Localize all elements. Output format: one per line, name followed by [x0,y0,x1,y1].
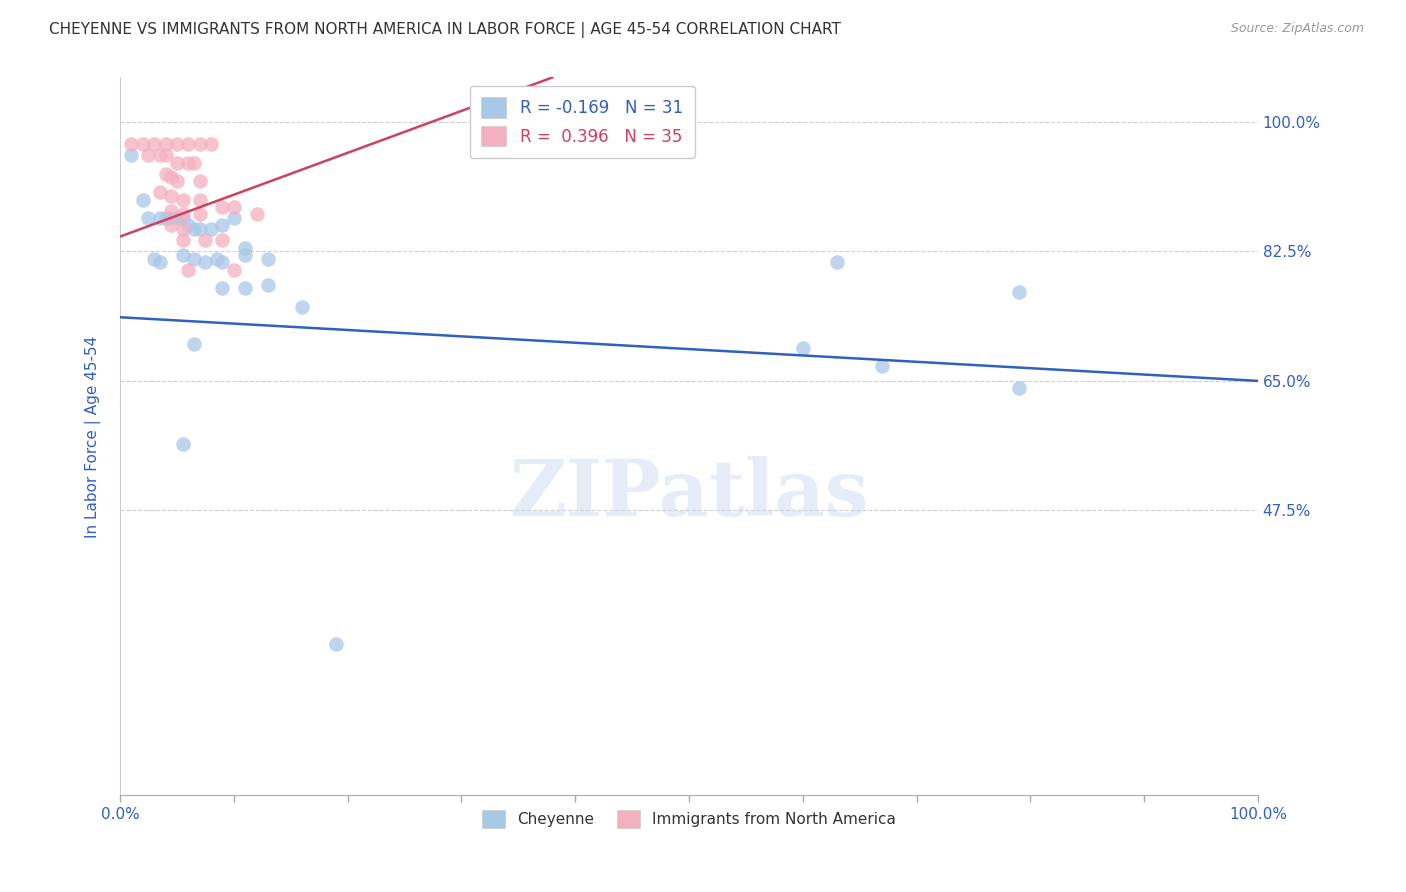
Point [120,148,142,162]
Point [132,136,155,151]
Point [166,174,188,188]
Point [183,155,205,169]
Point [233,248,256,262]
Point [325,637,347,651]
Point [160,189,183,203]
Point [132,193,155,207]
Point [177,263,200,277]
Point [155,211,177,225]
Y-axis label: In Labor Force | Age 45-54: In Labor Force | Age 45-54 [86,335,101,538]
Point [149,211,172,225]
Point [138,211,160,225]
Point [257,252,280,266]
Point [172,193,194,207]
Point [172,248,194,262]
Point [172,211,194,225]
Text: Source: ZipAtlas.com: Source: ZipAtlas.com [1230,22,1364,36]
Point [188,193,211,207]
Legend: Cheyenne, Immigrants from North America: Cheyenne, Immigrants from North America [475,804,903,834]
Point [200,222,222,236]
Point [166,211,188,225]
Point [149,185,172,199]
Point [211,255,233,269]
Point [291,300,314,314]
Point [120,136,142,151]
Point [205,252,228,266]
Point [188,222,211,236]
Point [792,341,814,355]
Point [172,207,194,221]
Point [172,222,194,236]
Point [138,148,160,162]
Point [245,207,267,221]
Point [160,219,183,233]
Point [194,233,217,247]
Point [1008,381,1031,395]
Point [149,148,172,162]
Point [183,337,205,351]
Point [233,241,256,255]
Point [188,174,211,188]
Point [188,136,211,151]
Point [825,255,848,269]
Point [200,136,222,151]
Point [166,155,188,169]
Point [177,219,200,233]
Text: ZIPatlas: ZIPatlas [509,456,869,532]
Text: CHEYENNE VS IMMIGRANTS FROM NORTH AMERICA IN LABOR FORCE | AGE 45-54 CORRELATION: CHEYENNE VS IMMIGRANTS FROM NORTH AMERIC… [49,22,841,38]
Point [172,437,194,451]
Point [160,203,183,218]
Point [149,255,172,269]
Point [177,136,200,151]
Point [211,200,233,214]
Point [160,211,183,225]
Point [1008,285,1031,299]
Point [222,200,245,214]
Point [188,207,211,221]
Point [183,222,205,236]
Point [233,281,256,295]
Point [143,136,166,151]
Point [222,263,245,277]
Point [183,252,205,266]
Point [222,211,245,225]
Point [160,170,183,185]
Point [211,219,233,233]
Point [155,167,177,181]
Point [211,281,233,295]
Point [872,359,894,373]
Point [177,155,200,169]
Point [257,277,280,292]
Point [155,136,177,151]
Point [166,136,188,151]
Point [155,148,177,162]
Point [143,252,166,266]
Point [172,233,194,247]
Point [211,233,233,247]
Point [194,255,217,269]
